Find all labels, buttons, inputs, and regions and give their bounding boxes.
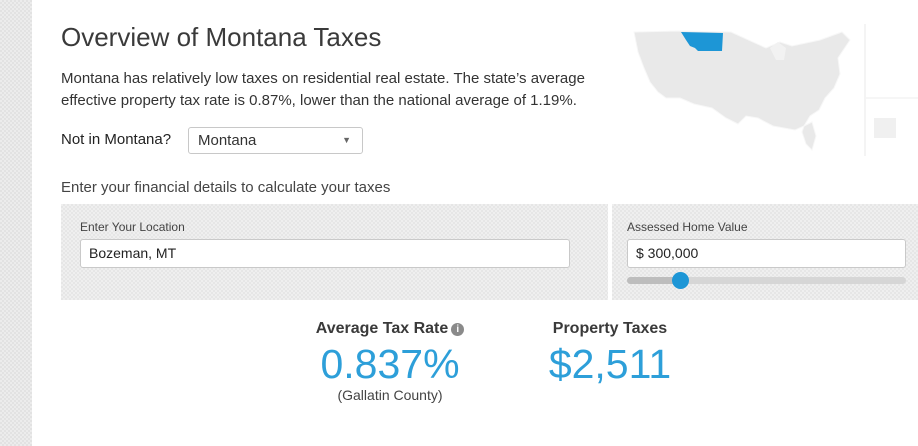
property-taxes-label: Property Taxes bbox=[552, 320, 668, 337]
home-value-panel: Assessed Home Value $ 300,000 bbox=[612, 204, 918, 300]
state-select-value: Montana bbox=[198, 132, 257, 149]
us-map bbox=[633, 24, 918, 156]
location-input[interactable]: Bozeman, MT bbox=[80, 239, 570, 268]
us-map-land bbox=[633, 30, 851, 131]
state-picker-label: Not in Montana? bbox=[61, 131, 172, 148]
home-value-input[interactable]: $ 300,000 bbox=[627, 239, 906, 268]
home-value-label: Assessed Home Value bbox=[627, 220, 748, 234]
montana-shape bbox=[681, 32, 723, 51]
home-value-slider[interactable] bbox=[627, 272, 906, 289]
info-icon[interactable]: i bbox=[451, 323, 465, 336]
calculator-heading: Enter your financial details to calculat… bbox=[61, 179, 391, 196]
avg-tax-rate-value: 0.837% bbox=[320, 341, 460, 387]
map-inset-hawaii bbox=[874, 118, 896, 138]
avg-tax-rate-county: (Gallatin County) bbox=[337, 387, 443, 403]
state-select[interactable]: Montana ▼ bbox=[188, 127, 363, 154]
slider-handle[interactable] bbox=[672, 272, 689, 289]
chevron-down-icon: ▼ bbox=[342, 135, 351, 145]
left-margin-pattern bbox=[0, 0, 32, 446]
us-map-michigan bbox=[770, 42, 786, 60]
property-taxes-value: $2,511 bbox=[548, 341, 672, 387]
avg-tax-rate-label: Average Tax Rate i bbox=[300, 320, 480, 338]
map-inset-divider bbox=[864, 24, 866, 156]
us-map-florida bbox=[801, 121, 817, 151]
slider-fill bbox=[627, 277, 681, 284]
intro-paragraph: Montana has relatively low taxes on resi… bbox=[61, 70, 585, 109]
location-label: Enter Your Location bbox=[80, 220, 185, 234]
avg-tax-rate-label-text: Average Tax Rate bbox=[315, 320, 449, 337]
location-panel: Enter Your Location Bozeman, MT bbox=[61, 204, 608, 300]
page-title: Overview of Montana Taxes bbox=[61, 22, 382, 52]
